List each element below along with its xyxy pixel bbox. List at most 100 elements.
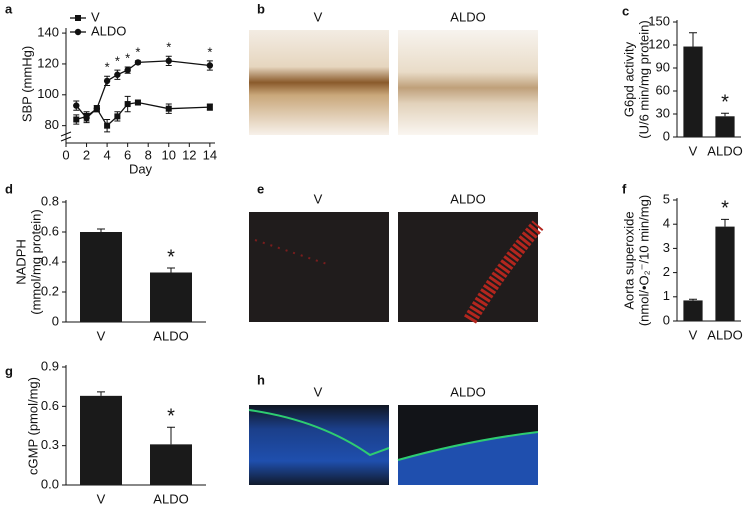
marker bbox=[165, 57, 172, 65]
bar bbox=[715, 226, 735, 321]
marker bbox=[124, 66, 131, 74]
stain bbox=[397, 431, 539, 461]
error-bar bbox=[97, 228, 105, 232]
bar bbox=[150, 272, 192, 322]
y-tick-label: 150 bbox=[648, 13, 670, 28]
y-tick-label: 100 bbox=[37, 86, 59, 101]
legend-marker bbox=[75, 15, 81, 21]
annotation: * bbox=[166, 40, 171, 55]
x-axis-label: Day bbox=[129, 161, 153, 176]
marker bbox=[165, 105, 172, 112]
x-tick-label: ALDO bbox=[153, 328, 188, 343]
marker bbox=[83, 114, 90, 122]
y-tick-label: 0.0 bbox=[41, 476, 59, 491]
panel-letter: d bbox=[5, 181, 13, 196]
bar bbox=[80, 232, 122, 322]
y-tick-label: 4 bbox=[663, 216, 670, 231]
y-axis-label: Aorta superoxide bbox=[621, 211, 636, 309]
bar bbox=[80, 395, 122, 485]
micrograph bbox=[398, 30, 538, 135]
error-bar bbox=[167, 426, 175, 445]
y-tick-label: 0.9 bbox=[41, 358, 59, 373]
y-axis-label: (mmol/mg protein) bbox=[28, 209, 43, 314]
panel-letter: g bbox=[5, 363, 13, 378]
error-bar bbox=[167, 267, 175, 273]
annotation: * bbox=[115, 54, 120, 69]
x-tick-label: ALDO bbox=[707, 327, 742, 342]
marker bbox=[124, 101, 131, 108]
x-tick-label: 0 bbox=[62, 147, 69, 162]
y-tick-label: 5 bbox=[663, 191, 670, 206]
marker bbox=[206, 104, 213, 111]
x-tick-label: ALDO bbox=[153, 491, 188, 504]
y-tick-label: 0 bbox=[663, 312, 670, 327]
marker bbox=[206, 62, 214, 69]
x-tick-label: 12 bbox=[182, 147, 196, 162]
image-label: V bbox=[314, 9, 323, 24]
micrograph bbox=[249, 212, 389, 322]
y-tick-label: 120 bbox=[648, 36, 670, 51]
panel-letter: h bbox=[257, 372, 265, 387]
y-tick-label: 0.3 bbox=[41, 437, 59, 452]
y-axis-label: G6pd activity bbox=[621, 41, 636, 117]
error-bar bbox=[689, 32, 697, 47]
image-label: V bbox=[314, 384, 323, 399]
y-tick-label: 2 bbox=[663, 264, 670, 279]
bar bbox=[683, 46, 703, 137]
y-tick-label: 140 bbox=[37, 25, 59, 40]
bar bbox=[150, 444, 192, 485]
y-axis-label: (U/6 min/mg protein) bbox=[636, 20, 651, 138]
y-tick-label: 0.2 bbox=[41, 283, 59, 298]
image-label: V bbox=[314, 191, 323, 206]
micrograph bbox=[398, 212, 538, 322]
y-tick-label: 0.6 bbox=[41, 398, 59, 413]
x-tick-label: V bbox=[689, 327, 698, 342]
panel-letter: a bbox=[5, 1, 13, 16]
x-tick-label: 2 bbox=[83, 147, 90, 162]
x-tick-label: 14 bbox=[203, 147, 217, 162]
error-bar bbox=[721, 218, 729, 227]
error-bar bbox=[689, 298, 697, 301]
image-label: ALDO bbox=[450, 9, 485, 24]
y-tick-label: 60 bbox=[656, 82, 670, 97]
marker bbox=[93, 105, 101, 112]
legend-label: V bbox=[91, 9, 100, 24]
legend-marker bbox=[74, 28, 82, 36]
stain bbox=[248, 409, 390, 457]
bar bbox=[715, 116, 735, 137]
y-tick-label: 3 bbox=[663, 240, 670, 255]
annotation: * bbox=[167, 246, 175, 268]
annotation: * bbox=[125, 50, 130, 65]
panel-letter: e bbox=[257, 181, 264, 196]
y-tick-label: 0 bbox=[663, 128, 670, 143]
y-axis-label: NADPH bbox=[13, 239, 28, 285]
annotation: * bbox=[721, 198, 729, 220]
marker bbox=[114, 71, 121, 78]
marker bbox=[73, 116, 80, 123]
image-label: ALDO bbox=[450, 191, 485, 206]
x-tick-label: ALDO bbox=[707, 143, 742, 158]
y-axis-label: cGMP (pmol/mg) bbox=[25, 377, 40, 475]
annotation: * bbox=[207, 44, 212, 59]
x-tick-label: 8 bbox=[145, 147, 152, 162]
y-tick-label: 80 bbox=[45, 117, 59, 132]
image-label: ALDO bbox=[450, 384, 485, 399]
micrograph bbox=[249, 30, 389, 135]
y-tick-label: 0.4 bbox=[41, 253, 59, 268]
axis-break bbox=[60, 131, 72, 142]
y-axis-label: SBP (mmHg) bbox=[19, 46, 34, 122]
panel-letter: b bbox=[257, 1, 265, 16]
x-tick-label: 6 bbox=[124, 147, 131, 162]
marker bbox=[104, 122, 111, 129]
marker bbox=[134, 99, 141, 106]
stain bbox=[254, 239, 331, 266]
marker bbox=[73, 102, 80, 109]
stain bbox=[463, 220, 544, 324]
x-tick-label: V bbox=[97, 491, 106, 504]
y-tick-label: 30 bbox=[656, 105, 670, 120]
annotation: * bbox=[135, 44, 140, 59]
y-tick-label: 120 bbox=[37, 55, 59, 70]
panel-letter: c bbox=[622, 3, 629, 18]
error-bar bbox=[97, 391, 105, 396]
